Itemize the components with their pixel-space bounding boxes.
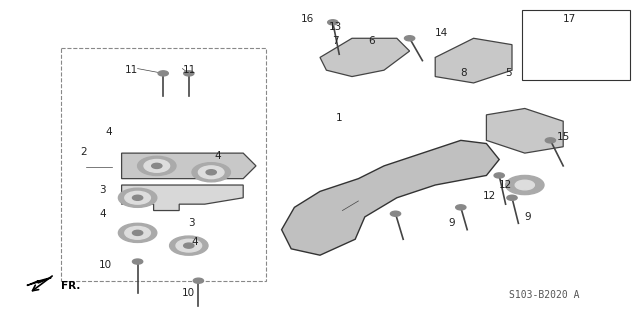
Text: 4: 4	[106, 127, 112, 137]
Text: 15: 15	[557, 132, 570, 142]
Text: 10: 10	[182, 288, 195, 299]
Text: 1: 1	[336, 113, 342, 123]
Circle shape	[184, 243, 194, 248]
Circle shape	[507, 195, 517, 200]
Text: 14: 14	[435, 28, 449, 39]
Text: 3: 3	[99, 185, 106, 195]
Circle shape	[198, 166, 224, 179]
Circle shape	[118, 223, 157, 242]
Text: 4: 4	[99, 209, 106, 219]
Text: 11: 11	[124, 65, 138, 75]
Text: 11: 11	[182, 65, 196, 75]
Polygon shape	[27, 278, 51, 286]
Text: S103-B2020 A: S103-B2020 A	[509, 290, 579, 300]
Text: 8: 8	[461, 68, 467, 78]
Circle shape	[125, 226, 150, 239]
Circle shape	[132, 195, 143, 200]
Text: 3: 3	[189, 218, 195, 228]
Circle shape	[152, 163, 162, 168]
Text: 9: 9	[448, 218, 454, 228]
Text: FR.: FR.	[61, 280, 80, 291]
Text: 4: 4	[214, 151, 221, 161]
Text: 12: 12	[499, 180, 513, 190]
Circle shape	[176, 239, 202, 252]
Circle shape	[158, 71, 168, 76]
Circle shape	[132, 259, 143, 264]
Text: 5: 5	[506, 68, 512, 78]
Circle shape	[170, 236, 208, 255]
Circle shape	[138, 156, 176, 175]
Circle shape	[515, 180, 534, 190]
Text: 6: 6	[368, 36, 374, 47]
Polygon shape	[122, 185, 243, 211]
Circle shape	[192, 163, 230, 182]
Polygon shape	[435, 38, 512, 83]
Circle shape	[390, 211, 401, 216]
Circle shape	[125, 191, 150, 204]
Text: 13: 13	[329, 22, 342, 32]
Text: 4: 4	[192, 237, 198, 248]
Circle shape	[404, 36, 415, 41]
Circle shape	[506, 175, 544, 195]
Text: 12: 12	[483, 191, 497, 201]
Circle shape	[132, 230, 143, 235]
Circle shape	[184, 71, 194, 76]
Text: 17: 17	[563, 14, 576, 24]
Polygon shape	[282, 140, 499, 255]
Circle shape	[193, 278, 204, 283]
Polygon shape	[320, 38, 410, 77]
Circle shape	[456, 205, 466, 210]
Circle shape	[494, 173, 504, 178]
Circle shape	[328, 20, 338, 25]
Polygon shape	[122, 153, 256, 179]
Circle shape	[144, 160, 170, 172]
Text: 2: 2	[80, 146, 86, 157]
Text: 10: 10	[99, 260, 112, 270]
Text: 9: 9	[525, 212, 531, 222]
Circle shape	[545, 138, 556, 143]
Text: 16: 16	[300, 14, 314, 24]
Text: 7: 7	[333, 36, 339, 47]
Circle shape	[206, 170, 216, 175]
Circle shape	[118, 188, 157, 207]
Polygon shape	[486, 108, 563, 153]
